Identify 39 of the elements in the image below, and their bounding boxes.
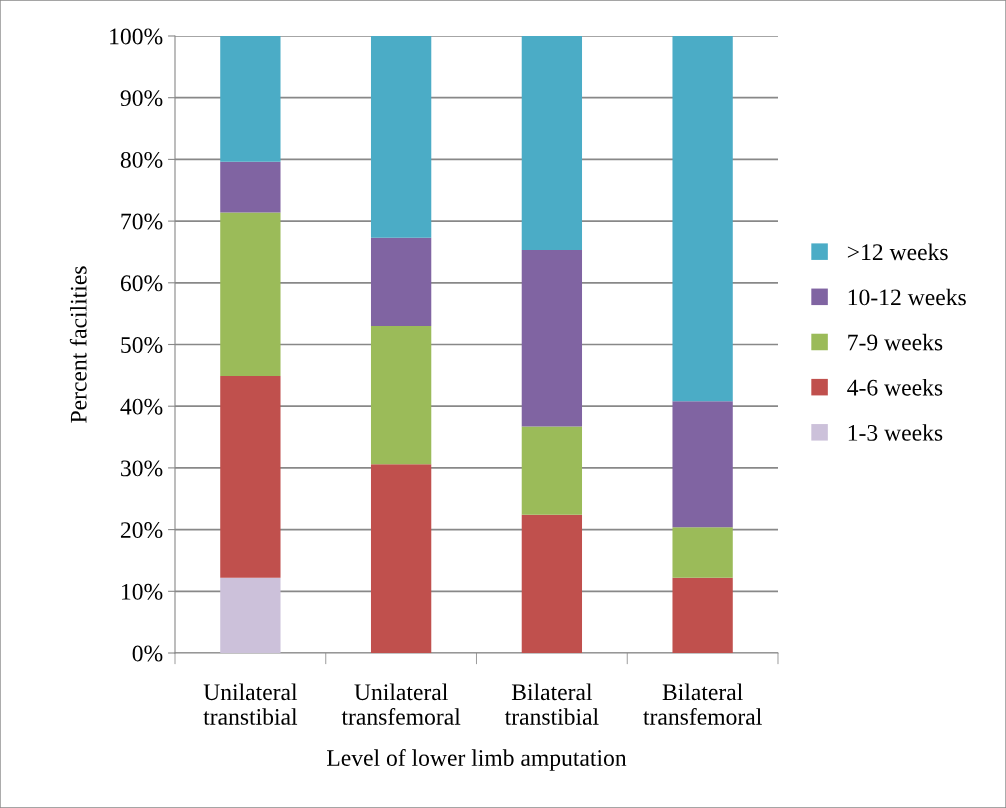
legend-label: 10-12 weeks <box>848 288 966 306</box>
bar <box>220 212 281 376</box>
bar <box>220 36 281 162</box>
y-tick-label: 60% <box>120 275 163 292</box>
bar <box>370 237 432 326</box>
y-tick-label: 70% <box>121 213 163 230</box>
x-tick-label: Unilateral transtibial <box>203 683 298 725</box>
bar <box>370 36 432 238</box>
bar <box>370 325 432 465</box>
bar <box>521 36 583 251</box>
legend-label: >12 weeks <box>847 243 948 261</box>
y-tick-label: 30% <box>121 460 163 477</box>
x-tick-label: Bilateral transtibial <box>504 683 599 725</box>
legend-label: 7-9 weeks <box>848 333 943 351</box>
bar <box>370 464 432 653</box>
bar <box>672 36 733 402</box>
bar <box>521 426 583 515</box>
bar <box>220 577 281 653</box>
y-tick-label: 100% <box>110 28 163 45</box>
y-tick-label: 80% <box>120 151 163 168</box>
bar <box>220 375 281 578</box>
y-tick-label: 20% <box>120 522 163 539</box>
y-axis-title: Percent facilities <box>69 266 87 423</box>
y-tick-label: 40% <box>120 398 163 415</box>
x-axis-title: Level of lower limb amputation <box>327 749 627 771</box>
x-tick-label: Bilateral transfemoral <box>643 683 762 725</box>
y-tick-label: 10% <box>121 583 163 600</box>
y-tick-label: 90% <box>120 90 163 107</box>
bar <box>672 401 733 528</box>
bar <box>220 161 281 213</box>
legend-label: 1-3 weeks <box>848 424 943 441</box>
bar <box>521 514 583 653</box>
bar <box>672 527 733 578</box>
bar <box>672 577 733 653</box>
y-tick-label: 0% <box>132 645 163 662</box>
y-tick-label: 50% <box>121 336 163 353</box>
x-tick-label: Unilateral transfemoral <box>341 683 461 725</box>
bar <box>521 250 583 427</box>
legend-label: 4-6 weeks <box>847 379 943 396</box>
